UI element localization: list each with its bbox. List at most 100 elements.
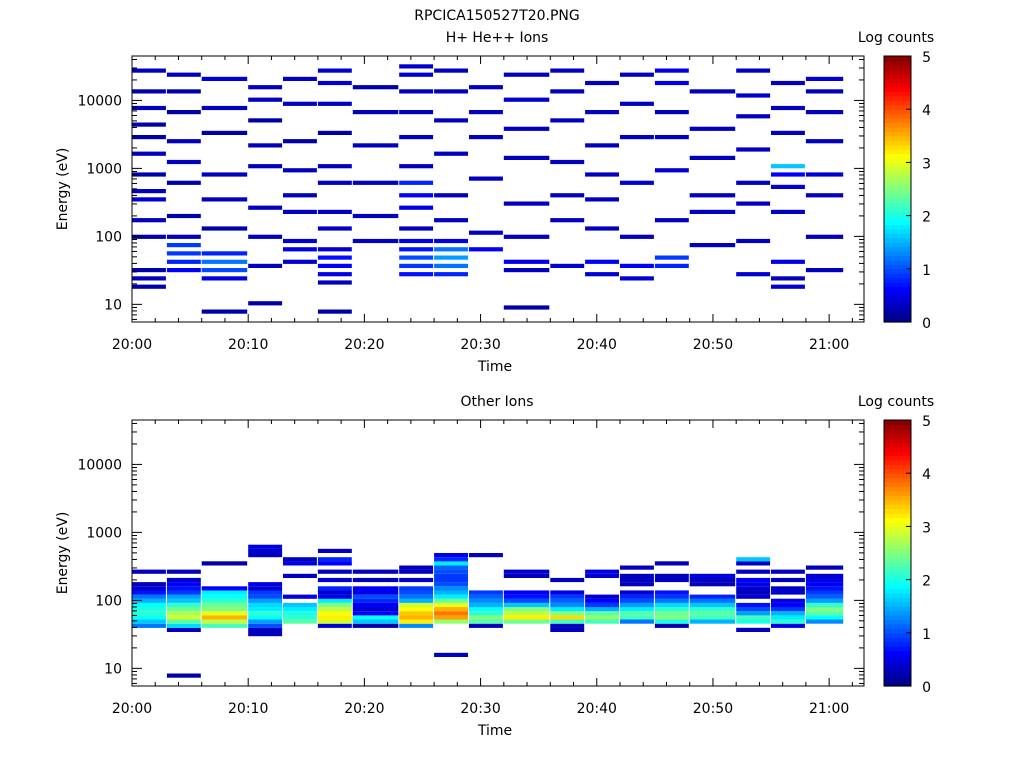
bottom-spectrogram-cell	[689, 602, 736, 608]
top-spectrogram-cell	[434, 255, 468, 260]
bottom-colorbar-segment	[884, 499, 911, 505]
bottom-x-tick-label: 20:20	[344, 701, 384, 717]
bottom-spectrogram-cell	[248, 615, 283, 620]
bottom-spectrogram-cell	[771, 623, 805, 628]
bottom-spectrogram-cell	[654, 561, 689, 566]
bottom-colorbar-segment	[884, 486, 911, 492]
top-colorbar-segment	[884, 149, 911, 155]
top-spectrogram-cell	[248, 164, 283, 169]
bottom-spectrogram-cell	[166, 598, 201, 603]
top-colorbar-segment	[884, 73, 911, 79]
bottom-spectrogram-cell	[503, 607, 550, 612]
bottom-spectrogram-cell	[317, 557, 352, 562]
top-colorbar-segment	[884, 193, 911, 199]
bottom-spectrogram-cell	[805, 590, 844, 595]
bottom-spectrogram-cell	[736, 611, 771, 616]
bottom-spectrogram-cell	[248, 627, 283, 632]
top-spectrogram-cell	[352, 238, 399, 244]
bottom-colorbar-segment	[884, 495, 911, 501]
bottom-spectrogram-cell	[689, 582, 736, 587]
bottom-spectrogram-cell	[689, 607, 736, 612]
bottom-spectrogram-cell	[248, 548, 283, 553]
bottom-x-tick-label: 20:00	[112, 701, 152, 717]
bottom-colorbar-segment	[884, 544, 911, 550]
top-spectrogram-cell	[620, 135, 654, 140]
bottom-colorbar-tick-label: 0	[922, 680, 931, 696]
top-spectrogram-cell	[201, 268, 248, 273]
bottom-colorbar-segment	[884, 473, 911, 479]
bottom-colorbar-segment	[884, 597, 911, 603]
top-colorbar-segment	[884, 220, 911, 226]
top-spectrogram-cell	[248, 234, 283, 239]
bottom-x-tick-label: 20:30	[460, 701, 500, 717]
bottom-y-axis-label: Energy (eV)	[55, 512, 71, 595]
bottom-spectrogram-cell	[689, 573, 736, 578]
top-spectrogram-cell	[166, 234, 201, 239]
top-spectrogram-cell	[654, 110, 689, 115]
top-x-axis-label: Time	[477, 359, 512, 375]
top-spectrogram-cell	[585, 143, 619, 148]
bottom-spectrogram-cell	[654, 602, 689, 608]
top-spectrogram-cell	[166, 72, 201, 77]
top-colorbar-segment	[884, 135, 911, 141]
top-spectrogram-cell	[201, 259, 248, 264]
bottom-spectrogram-cell	[248, 590, 283, 595]
bottom-colorbar-segment	[884, 517, 911, 523]
top-spectrogram-cell	[434, 238, 468, 244]
top-colorbar-segment	[884, 118, 911, 124]
bottom-spectrogram-cell	[132, 582, 166, 587]
top-spectrogram-cell	[434, 89, 468, 94]
bottom-spectrogram-cell	[805, 619, 844, 624]
bottom-x-tick-label: 20:40	[577, 701, 617, 717]
top-colorbar-segment	[884, 140, 911, 146]
top-colorbar-segment	[884, 224, 911, 230]
top-colorbar-segment	[884, 277, 911, 283]
top-spectrogram-cell	[771, 164, 805, 169]
bottom-colorbar-segment	[884, 553, 911, 559]
top-spectrogram-cell	[689, 193, 736, 198]
bottom-colorbar-segment	[884, 548, 911, 554]
top-colorbar-segment	[884, 251, 911, 257]
bottom-spectrogram-cell	[503, 619, 550, 624]
top-spectrogram-cell	[550, 218, 585, 223]
top-spectrogram-cell	[689, 89, 736, 94]
bottom-spectrogram-cell	[620, 573, 654, 578]
bottom-colorbar-segment	[884, 446, 911, 452]
top-spectrogram-cell	[317, 80, 352, 86]
bottom-spectrogram-cell	[689, 611, 736, 616]
bottom-spectrogram-cell	[166, 590, 201, 595]
bottom-y-tick-label: 10000	[77, 457, 122, 473]
bottom-spectrogram-cell	[620, 611, 654, 616]
top-spectrogram-cell	[166, 180, 201, 185]
bottom-panel: Other Ions 20:00 20:10 20:20 20:30 20:40 20:5…	[55, 394, 934, 739]
bottom-spectrogram-cell	[620, 582, 654, 587]
bottom-spectrogram-cell	[654, 598, 689, 603]
top-colorbar-segment	[884, 87, 911, 93]
bottom-spectrogram-cell	[736, 615, 771, 620]
top-spectrogram-cell	[503, 305, 550, 310]
top-spectrogram-cell	[654, 68, 689, 73]
bottom-spectrogram-cell	[503, 590, 550, 595]
top-spectrogram-cell	[434, 263, 468, 268]
bottom-colorbar-segment	[884, 668, 911, 674]
top-colorbar-segment	[884, 56, 911, 62]
bottom-spectrogram-cell	[434, 615, 468, 620]
bottom-colorbar-tick-label: 2	[922, 574, 931, 590]
top-spectrogram-cell	[585, 80, 619, 86]
top-spectrogram-cell	[771, 80, 805, 86]
top-spectrogram-cell	[166, 251, 201, 256]
top-spectrogram-cell	[352, 180, 399, 185]
top-spectrogram-cell	[132, 151, 166, 156]
bottom-spectrogram-cell	[201, 586, 248, 591]
bottom-spectrogram-cell	[550, 627, 585, 632]
bottom-spectrogram-cell	[283, 557, 317, 562]
bottom-spectrogram-cell	[654, 594, 689, 599]
top-spectrogram-cell	[620, 263, 654, 268]
top-spectrogram-cell	[805, 234, 844, 239]
top-spectrogram-cell	[399, 247, 434, 252]
bottom-spectrogram-cell	[620, 565, 654, 570]
top-y-tick-label: 100	[95, 229, 122, 245]
top-spectrogram-cell	[434, 247, 468, 252]
top-colorbar-segment	[884, 246, 911, 252]
top-spectrogram-cell	[317, 130, 352, 135]
